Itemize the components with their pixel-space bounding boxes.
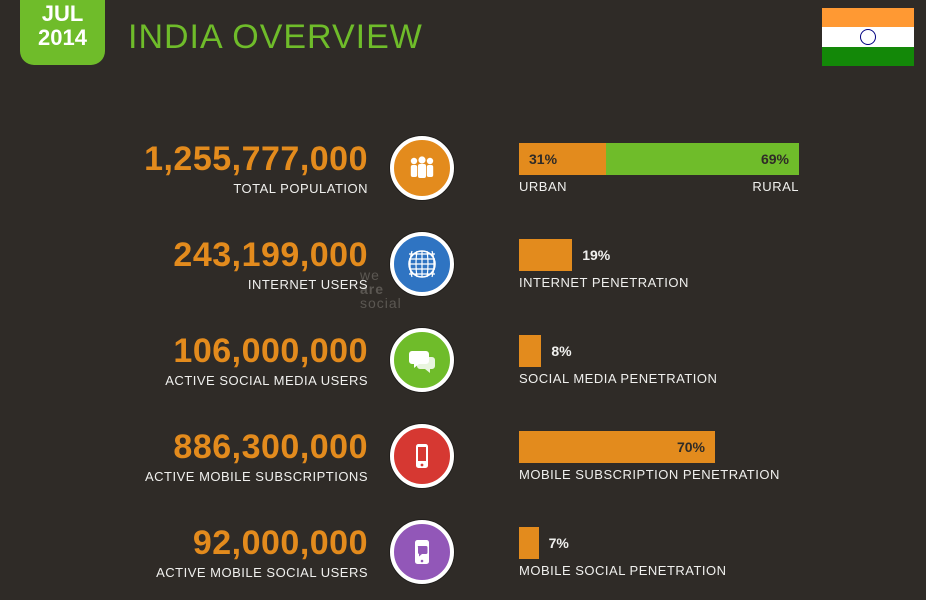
penetration-label: MOBILE SUBSCRIPTION PENETRATION xyxy=(519,467,799,482)
stat-value: 243,199,000 xyxy=(30,236,368,275)
penetration-label: INTERNET PENETRATION xyxy=(519,275,799,290)
stat-value: 92,000,000 xyxy=(30,524,368,563)
stat-value: 886,300,000 xyxy=(30,428,368,467)
globe-icon xyxy=(390,232,454,296)
mobile-icon xyxy=(390,424,454,488)
stat-rows: 1,255,777,000 TOTAL POPULATION 31%69% URB… xyxy=(0,120,926,600)
ashoka-chakra-icon xyxy=(860,29,876,45)
split-urban: 31% xyxy=(519,143,606,175)
penetration-bar: 7% MOBILE SOCIAL PENETRATION xyxy=(519,527,799,578)
stat-value: 1,255,777,000 xyxy=(30,140,368,179)
stat-row: 92,000,000 ACTIVE MOBILE SOCIAL USERS 7%… xyxy=(0,504,926,600)
split-label-urban: URBAN xyxy=(519,179,567,194)
flag-stripe-top xyxy=(822,8,914,27)
stat-row: 886,300,000 ACTIVE MOBILE SUBSCRIPTIONS … xyxy=(0,408,926,504)
people-icon xyxy=(390,136,454,200)
penetration-percent: 19% xyxy=(572,239,610,271)
stat-label: ACTIVE MOBILE SOCIAL USERS xyxy=(30,565,368,580)
penetration-label: MOBILE SOCIAL PENETRATION xyxy=(519,563,799,578)
chat-icon xyxy=(390,328,454,392)
penetration-percent: 8% xyxy=(541,335,571,367)
flag-stripe-middle xyxy=(822,27,914,46)
flag-stripe-bottom xyxy=(822,47,914,66)
stat-label: INTERNET USERS xyxy=(30,277,368,292)
penetration-fill xyxy=(519,527,539,559)
split-rural: 69% xyxy=(606,143,799,175)
page-title: INDIA OVERVIEW xyxy=(128,18,423,57)
stat-row: 1,255,777,000 TOTAL POPULATION 31%69% URB… xyxy=(0,120,926,216)
date-badge: JUL 2014 xyxy=(20,0,105,65)
mobile-chat-icon xyxy=(390,520,454,584)
penetration-fill xyxy=(519,239,572,271)
date-year: 2014 xyxy=(20,26,105,50)
penetration-bar: 8% SOCIAL MEDIA PENETRATION xyxy=(519,335,799,386)
split-label-rural: RURAL xyxy=(752,179,799,194)
stat-label: TOTAL POPULATION xyxy=(30,181,368,196)
penetration-percent: 7% xyxy=(539,527,569,559)
penetration-fill xyxy=(519,335,541,367)
stat-row: 106,000,000 ACTIVE SOCIAL MEDIA USERS 8%… xyxy=(0,312,926,408)
india-flag xyxy=(822,8,914,66)
penetration-bar: 19% INTERNET PENETRATION xyxy=(519,239,799,290)
urban-rural-split: 31%69% URBAN RURAL xyxy=(519,143,799,194)
date-month: JUL xyxy=(20,2,105,26)
stat-row: 243,199,000 INTERNET USERS 19% INTERNET P… xyxy=(0,216,926,312)
penetration-label: SOCIAL MEDIA PENETRATION xyxy=(519,371,799,386)
stat-label: ACTIVE SOCIAL MEDIA USERS xyxy=(30,373,368,388)
penetration-percent: 70% xyxy=(677,431,715,463)
stat-label: ACTIVE MOBILE SUBSCRIPTIONS xyxy=(30,469,368,484)
penetration-bar: 70% MOBILE SUBSCRIPTION PENETRATION xyxy=(519,431,799,482)
stat-value: 106,000,000 xyxy=(30,332,368,371)
